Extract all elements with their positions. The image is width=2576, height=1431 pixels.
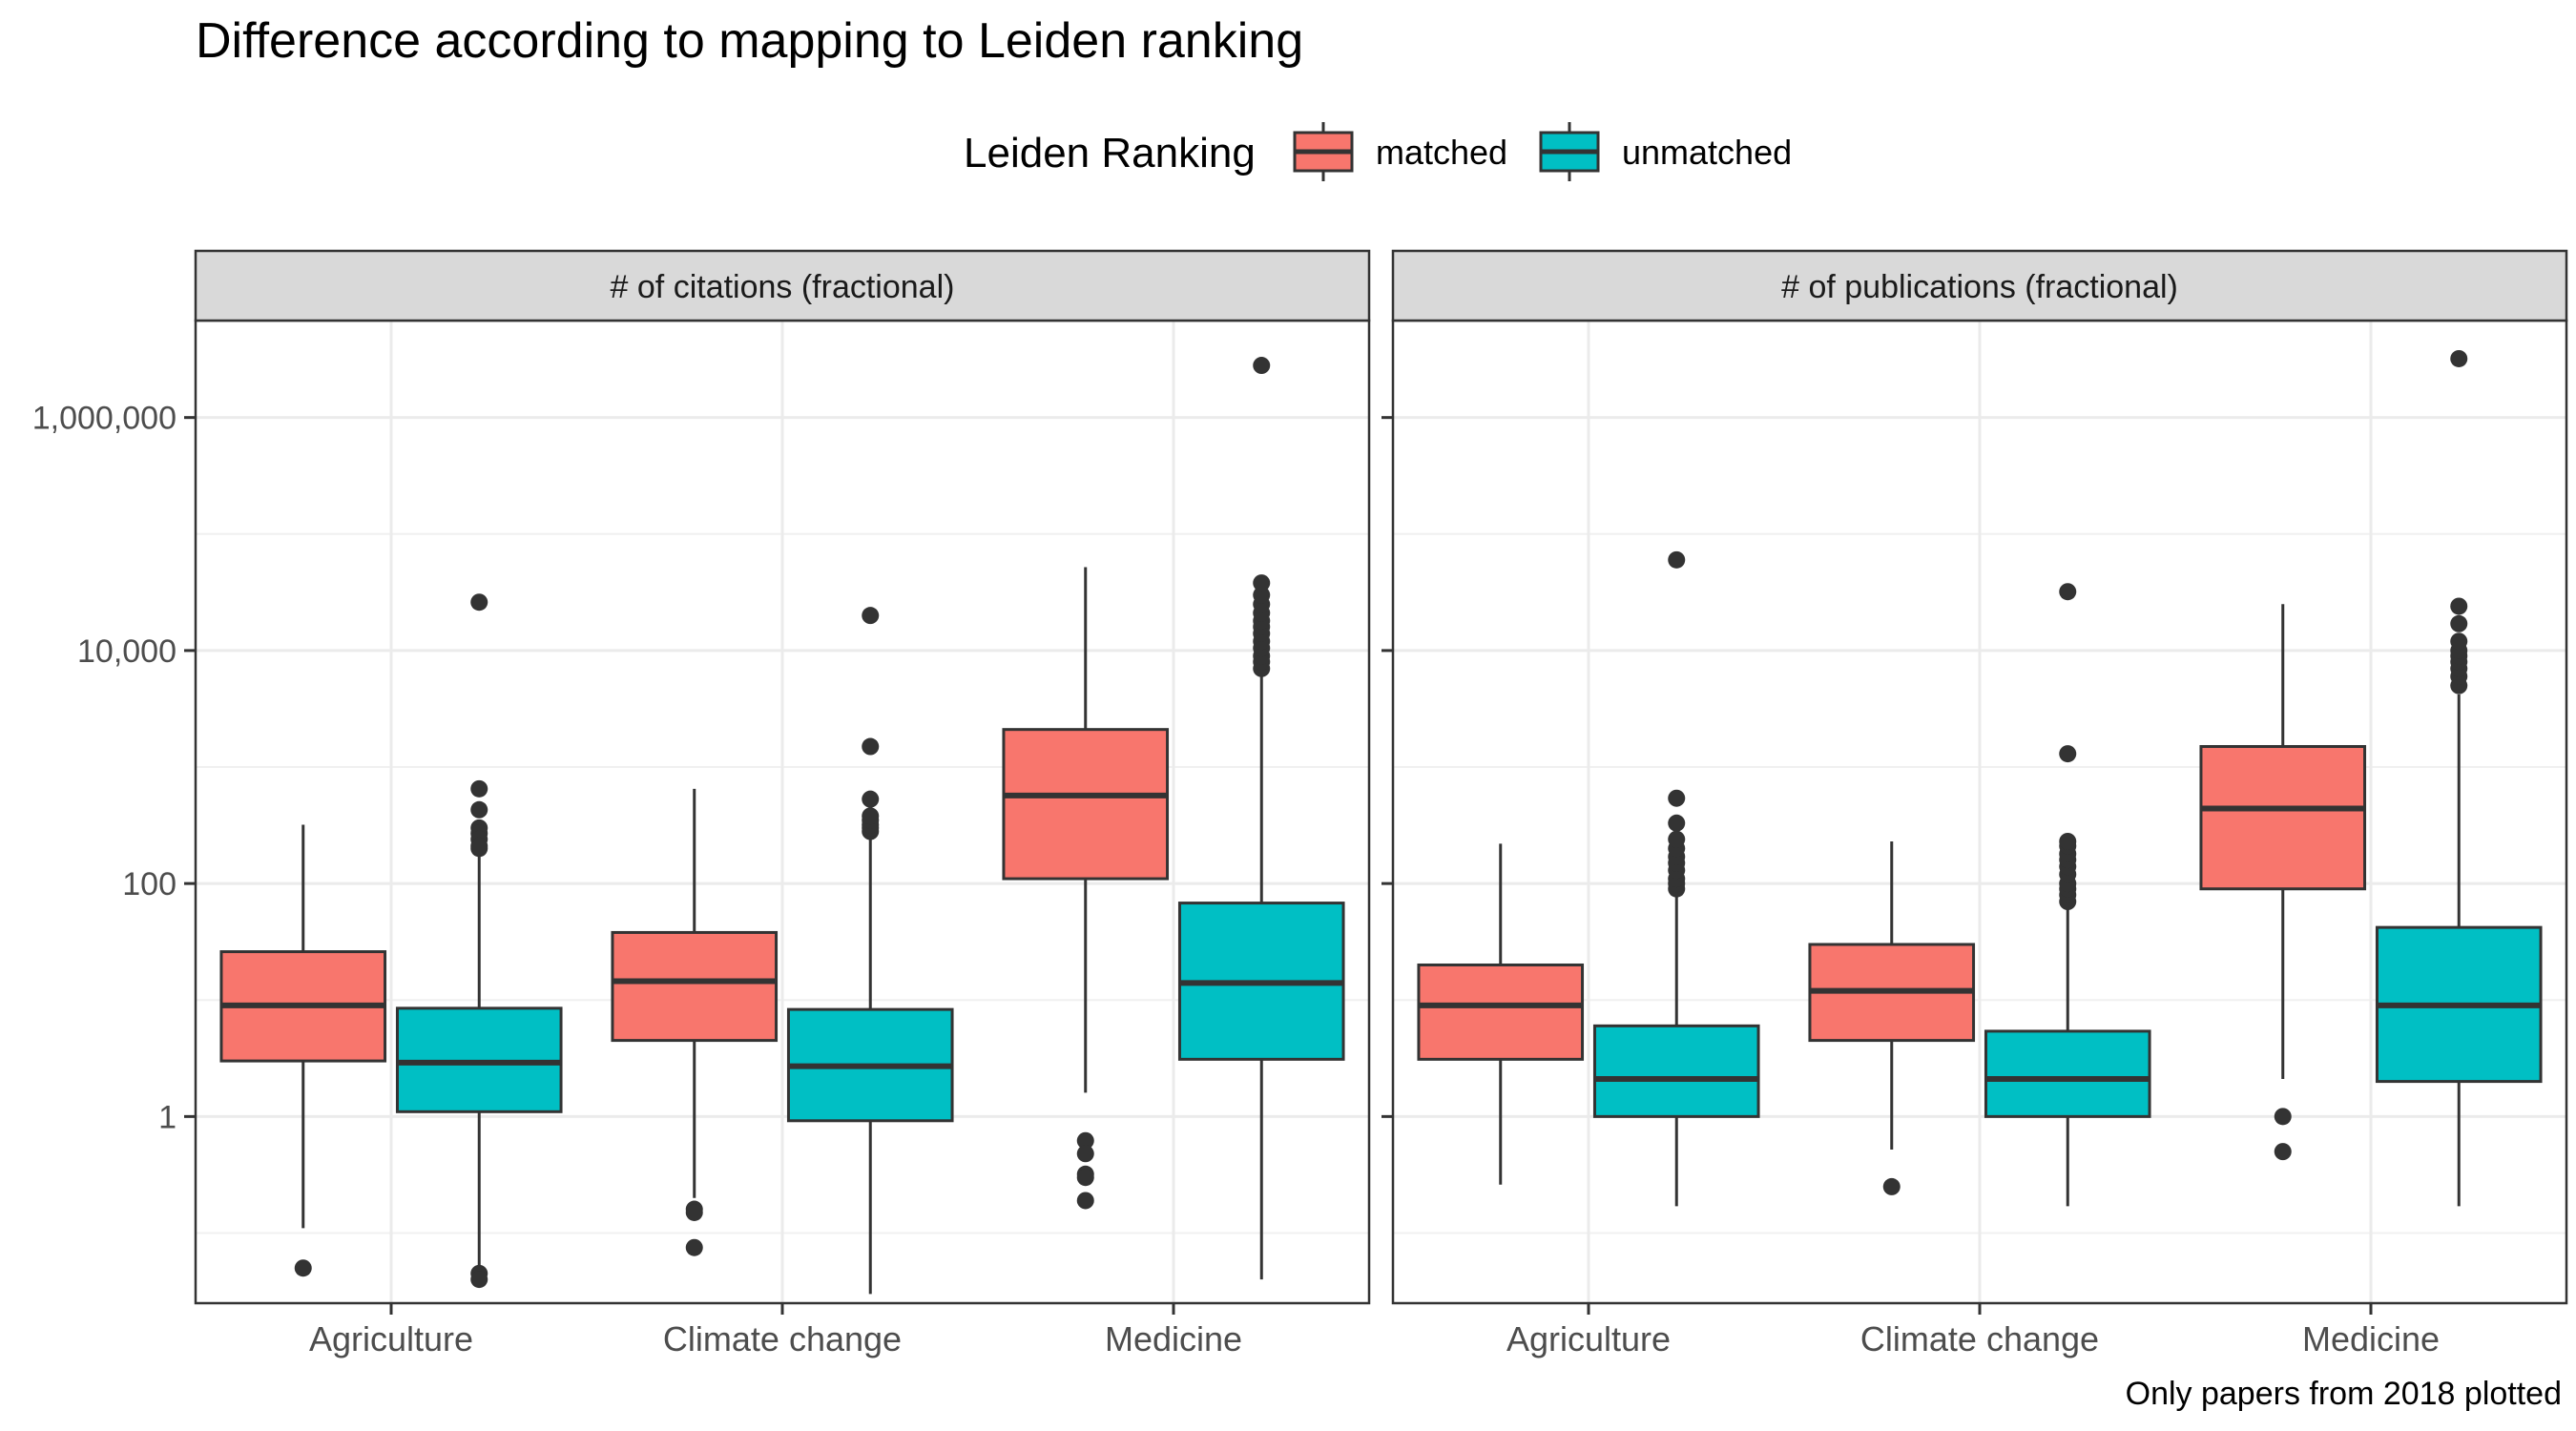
y-tick-label: 100 — [122, 866, 177, 902]
outlier-point — [2059, 583, 2077, 601]
box-body — [1417, 963, 1585, 1061]
x-tick-label: Agriculture — [1506, 1319, 1671, 1358]
outlier-point — [1253, 574, 1271, 592]
box-unmatched-climate-change — [1984, 583, 2151, 1207]
outlier-point — [1668, 814, 1686, 832]
legend: Leiden Ranking matched unmatched — [964, 122, 1792, 181]
box-unmatched-medicine — [2375, 349, 2543, 1207]
outlier-point — [1076, 1192, 1094, 1210]
x-tick-label: Climate change — [1860, 1319, 2099, 1358]
outlier-point — [294, 1259, 312, 1277]
legend-label-unmatched: unmatched — [1622, 133, 1792, 172]
box-body — [611, 930, 779, 1043]
y-tick-label: 1,000,000 — [32, 401, 177, 437]
outlier-point — [862, 807, 880, 825]
facet-panel-1: # of citations (fractional) Agriculture Cl… — [32, 249, 1371, 1358]
facet-strip — [194, 249, 1371, 322]
box-matched-medicine — [2199, 604, 2367, 1161]
outlier-point — [2450, 349, 2468, 367]
outlier-point — [685, 1238, 703, 1256]
outlier-point — [2450, 614, 2468, 633]
facet-strip-label: # of publications (fractional) — [1781, 269, 2178, 305]
y-tick-label: 10,000 — [77, 633, 177, 670]
legend-title: Leiden Ranking — [964, 130, 1256, 176]
outlier-point — [862, 790, 880, 808]
box-body — [1002, 728, 1170, 881]
outlier-point — [470, 1271, 488, 1289]
box-body — [1984, 1029, 2151, 1118]
outlier-point — [2274, 1143, 2292, 1161]
outlier-point — [1076, 1131, 1094, 1150]
x-tick-label: Agriculture — [309, 1319, 473, 1358]
facet-strip — [1391, 249, 2568, 322]
outlier-point — [470, 840, 488, 858]
outlier-point — [2274, 1108, 2292, 1126]
box-unmatched-climate-change — [786, 607, 954, 1295]
box-unmatched-medicine — [1177, 357, 1345, 1280]
outlier-point — [1253, 586, 1271, 604]
facet-panel-2: # of publications (fractional) Agricultur… — [1381, 249, 2568, 1358]
outlier-point — [1668, 789, 1686, 807]
outlier-point — [2450, 597, 2468, 615]
x-tick-label: Medicine — [2302, 1319, 2440, 1358]
outlier-point — [1076, 1169, 1094, 1187]
box-matched-climate-change — [611, 788, 779, 1256]
chart-title: Difference according to mapping to Leide… — [196, 13, 1303, 69]
box-unmatched-agriculture — [395, 593, 563, 1289]
y-tick-label: 1 — [158, 1099, 177, 1135]
outlier-point — [1076, 1145, 1094, 1163]
outlier-point — [2059, 745, 2077, 763]
outlier-point — [470, 593, 488, 612]
outlier-point — [1668, 830, 1686, 848]
box-matched-agriculture — [219, 824, 387, 1277]
outlier-point — [2059, 832, 2077, 850]
x-tick-label: Medicine — [1105, 1319, 1242, 1358]
outlier-point — [470, 779, 488, 798]
box-body — [2199, 745, 2367, 891]
x-tick-label: Climate change — [663, 1319, 902, 1358]
outlier-point — [1668, 550, 1686, 569]
outlier-point — [862, 737, 880, 756]
box-matched-climate-change — [1808, 840, 1976, 1195]
outlier-point — [2450, 633, 2468, 651]
outlier-point — [862, 607, 880, 625]
caption: Only papers from 2018 plotted — [2126, 1376, 2562, 1412]
outlier-point — [1882, 1177, 1901, 1195]
box-matched-agriculture — [1417, 843, 1585, 1185]
box-unmatched-agriculture — [1592, 550, 1760, 1207]
legend-label-matched: matched — [1376, 133, 1507, 172]
box-matched-medicine — [1002, 567, 1170, 1210]
outlier-point — [1253, 357, 1271, 375]
outlier-point — [685, 1203, 703, 1221]
outlier-point — [470, 800, 488, 819]
facet-strip-label: # of citations (fractional) — [611, 269, 955, 305]
box-body — [1592, 1024, 1760, 1118]
